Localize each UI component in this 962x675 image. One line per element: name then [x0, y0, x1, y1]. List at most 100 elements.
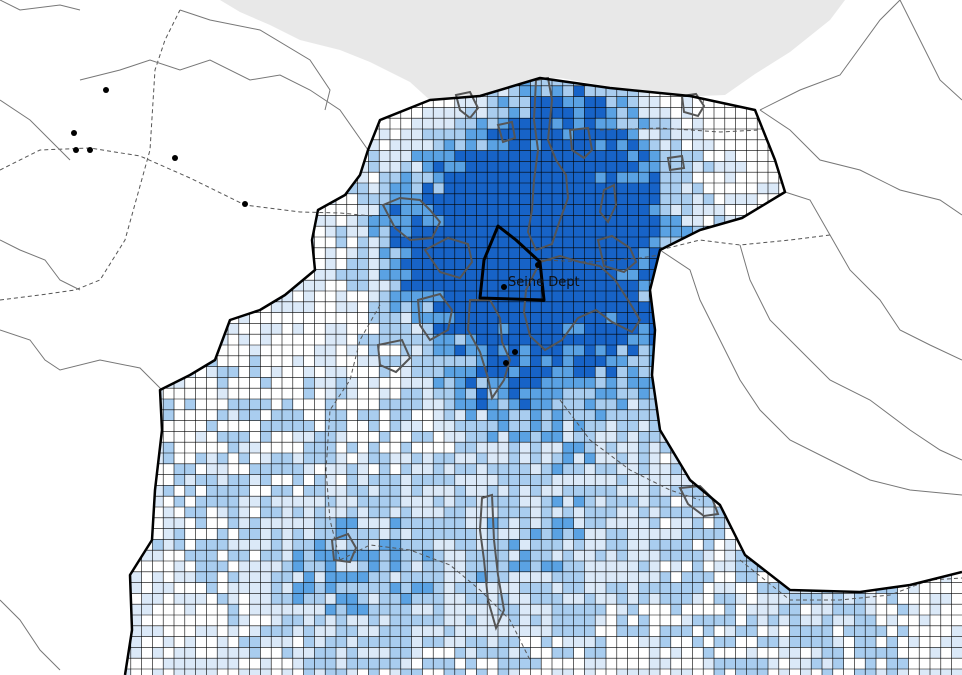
grid-cell[interactable] — [238, 539, 250, 551]
grid-cell[interactable] — [476, 107, 488, 119]
grid-cell[interactable] — [487, 604, 498, 615]
grid-cell[interactable] — [411, 647, 423, 659]
grid-cell[interactable] — [379, 366, 390, 378]
grid-cell[interactable] — [573, 139, 585, 151]
grid-cell[interactable] — [357, 193, 369, 205]
grid-cell[interactable] — [530, 269, 542, 281]
grid-cell[interactable] — [714, 312, 725, 324]
grid-cell[interactable] — [832, 345, 844, 356]
grid-cell[interactable] — [670, 345, 682, 356]
grid-cell[interactable] — [552, 377, 563, 389]
grid-cell[interactable] — [444, 129, 455, 140]
grid-cell[interactable] — [411, 561, 423, 572]
grid-cell[interactable] — [552, 301, 563, 313]
grid-cell[interactable] — [400, 280, 412, 291]
grid-cell[interactable] — [724, 625, 736, 637]
grid-cell[interactable] — [649, 517, 660, 529]
grid-cell[interactable] — [606, 247, 617, 259]
grid-cell[interactable] — [865, 658, 876, 669]
grid-cell[interactable] — [940, 291, 952, 302]
grid-cell[interactable] — [627, 139, 639, 151]
grid-cell[interactable] — [735, 625, 747, 637]
grid-cell[interactable] — [670, 507, 682, 518]
grid-cell[interactable] — [195, 539, 207, 551]
grid-cell[interactable] — [476, 625, 488, 637]
grid-cell[interactable] — [897, 539, 909, 551]
grid-cell[interactable] — [951, 453, 962, 464]
grid-cell[interactable] — [508, 269, 520, 281]
grid-cell[interactable] — [379, 237, 390, 248]
grid-cell[interactable] — [217, 507, 228, 518]
grid-cell[interactable] — [789, 658, 801, 669]
grid-cell[interactable] — [714, 474, 725, 486]
grid-cell[interactable] — [238, 485, 250, 497]
grid-cell[interactable] — [465, 334, 477, 345]
grid-cell[interactable] — [379, 593, 390, 605]
grid-cell[interactable] — [735, 658, 747, 669]
grid-cell[interactable] — [692, 215, 704, 227]
grid-cell[interactable] — [498, 388, 509, 399]
grid-cell[interactable] — [292, 269, 304, 281]
grid-cell[interactable] — [368, 550, 380, 561]
grid-cell[interactable] — [530, 431, 542, 443]
grid-cell[interactable] — [692, 431, 704, 443]
grid-cell[interactable] — [530, 571, 542, 583]
grid-cell[interactable] — [454, 215, 466, 227]
grid-cell[interactable] — [930, 647, 941, 659]
grid-cell[interactable] — [174, 312, 185, 324]
grid-cell[interactable] — [271, 420, 282, 432]
grid-cell[interactable] — [249, 193, 261, 205]
grid-cell[interactable] — [292, 193, 304, 205]
grid-cell[interactable] — [368, 237, 380, 248]
grid-cell[interactable] — [422, 463, 434, 475]
grid-cell[interactable] — [951, 625, 962, 637]
grid-cell[interactable] — [433, 582, 444, 594]
grid-cell[interactable] — [271, 615, 282, 626]
grid-cell[interactable] — [714, 507, 725, 518]
grid-cell[interactable] — [735, 345, 747, 356]
grid-cell[interactable] — [184, 571, 196, 583]
grid-cell[interactable] — [530, 139, 542, 151]
grid-cell[interactable] — [552, 193, 563, 205]
grid-cell[interactable] — [465, 496, 477, 507]
grid-cell[interactable] — [940, 485, 952, 497]
grid-cell[interactable] — [217, 280, 228, 291]
grid-cell[interactable] — [541, 215, 552, 227]
grid-cell[interactable] — [368, 442, 380, 453]
grid-cell[interactable] — [757, 463, 768, 475]
grid-cell[interactable] — [573, 431, 585, 443]
grid-cell[interactable] — [476, 172, 488, 183]
grid-cell[interactable] — [854, 204, 866, 216]
grid-cell[interactable] — [238, 258, 250, 270]
grid-cell[interactable] — [163, 582, 174, 594]
grid-cell[interactable] — [530, 615, 542, 626]
grid-cell[interactable] — [530, 507, 542, 518]
grid-cell[interactable] — [508, 334, 520, 345]
grid-cell[interactable] — [454, 561, 466, 572]
grid-cell[interactable] — [584, 474, 596, 486]
grid-cell[interactable] — [357, 507, 369, 518]
grid-cell[interactable] — [703, 658, 714, 669]
grid-cell[interactable] — [541, 269, 552, 281]
grid-cell[interactable] — [184, 215, 196, 227]
grid-cell[interactable] — [778, 593, 790, 605]
grid-cell[interactable] — [595, 280, 606, 291]
grid-cell[interactable] — [670, 280, 682, 291]
point-marker[interactable] — [535, 262, 541, 268]
grid-cell[interactable] — [562, 615, 574, 626]
grid-cell[interactable] — [519, 539, 531, 551]
grid-cell[interactable] — [498, 269, 509, 281]
grid-cell[interactable] — [454, 355, 466, 367]
grid-cell[interactable] — [249, 669, 261, 675]
grid-cell[interactable] — [357, 539, 369, 551]
grid-cell[interactable] — [573, 269, 585, 281]
grid-cell[interactable] — [400, 550, 412, 561]
grid-cell[interactable] — [433, 269, 444, 281]
grid-cell[interactable] — [552, 258, 563, 270]
grid-cell[interactable] — [638, 150, 650, 162]
grid-cell[interactable] — [595, 658, 606, 669]
grid-cell[interactable] — [249, 528, 261, 540]
grid-cell[interactable] — [238, 334, 250, 345]
grid-cell[interactable] — [325, 496, 336, 507]
grid-cell[interactable] — [660, 172, 671, 183]
